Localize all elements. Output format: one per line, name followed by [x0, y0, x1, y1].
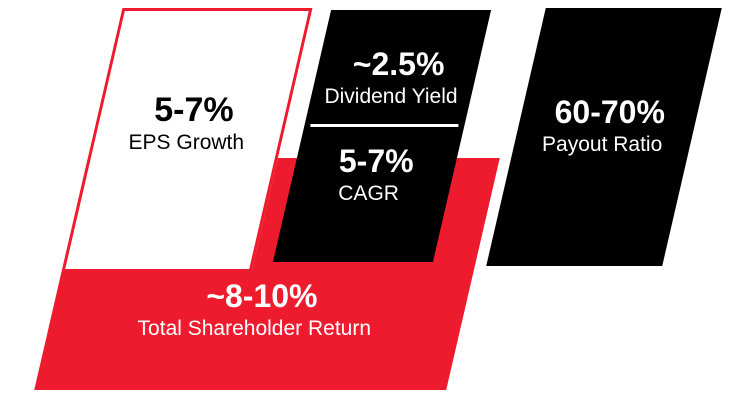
payout-label: Payout Ratio — [542, 133, 663, 156]
eps-value: 5-7% — [154, 91, 234, 129]
divider-line — [310, 123, 459, 127]
payout-value: 60-70% — [554, 94, 665, 130]
tsr-label: Total Shareholder Return — [137, 317, 372, 340]
divider-row — [305, 110, 465, 141]
cagr-label: CAGR — [338, 181, 400, 205]
tsr-value: ~8-10% — [206, 278, 318, 314]
dividend-yield-label: Dividend Yield — [324, 84, 458, 108]
dividend-yield-value: ~2.5% — [352, 45, 445, 82]
payout-ratio-panel: 60-70% Payout Ratio — [486, 8, 722, 266]
cagr-value: 5-7% — [338, 142, 414, 179]
eps-label: EPS Growth — [128, 131, 245, 154]
